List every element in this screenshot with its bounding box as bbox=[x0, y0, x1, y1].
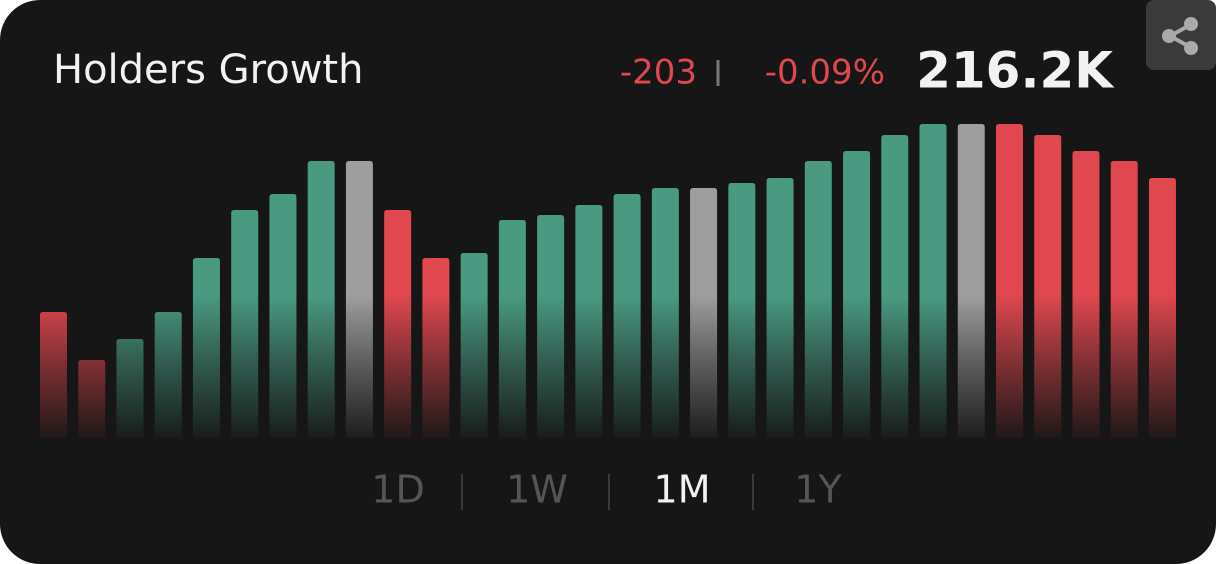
bar bbox=[422, 258, 450, 438]
bar bbox=[537, 215, 565, 438]
change: -203 bbox=[620, 53, 697, 93]
bar bbox=[1072, 151, 1100, 438]
bar bbox=[766, 178, 794, 438]
range-tab[interactable]: 1D bbox=[371, 468, 424, 512]
bar bbox=[1148, 178, 1176, 438]
bar bbox=[957, 124, 985, 438]
bar bbox=[613, 194, 641, 438]
bar bbox=[192, 258, 220, 438]
bar bbox=[116, 339, 144, 438]
bar bbox=[269, 194, 297, 438]
range-tab[interactable]: 1M bbox=[654, 468, 711, 512]
bar bbox=[919, 124, 947, 438]
share-icon bbox=[1184, 17, 1198, 31]
bar bbox=[1034, 135, 1062, 438]
bar bbox=[881, 135, 909, 438]
bar bbox=[78, 360, 106, 438]
bar bbox=[498, 220, 526, 438]
bar bbox=[345, 161, 373, 438]
share-button[interactable] bbox=[1146, 0, 1216, 70]
bar bbox=[384, 210, 412, 438]
bar bbox=[460, 253, 488, 438]
bar bbox=[728, 183, 756, 438]
change-percent: -0.09% bbox=[765, 53, 885, 93]
bar bbox=[1110, 161, 1138, 438]
bar bbox=[40, 312, 67, 438]
range-tab[interactable]: 1W bbox=[506, 468, 568, 512]
bar bbox=[231, 210, 259, 438]
share-icon bbox=[1162, 29, 1176, 43]
range-tab[interactable]: 1Y bbox=[794, 468, 842, 512]
bar bbox=[575, 205, 603, 438]
total: 216.2K bbox=[916, 42, 1115, 100]
share-bg bbox=[1146, 0, 1216, 70]
bar bbox=[690, 188, 718, 438]
bar bbox=[996, 124, 1023, 438]
bar bbox=[843, 151, 871, 438]
share-icon bbox=[1184, 41, 1198, 55]
bar bbox=[307, 161, 335, 438]
bar bbox=[154, 312, 182, 438]
bar bbox=[804, 161, 832, 438]
chart-title: Holders Growth bbox=[53, 47, 363, 93]
bar bbox=[651, 188, 679, 438]
